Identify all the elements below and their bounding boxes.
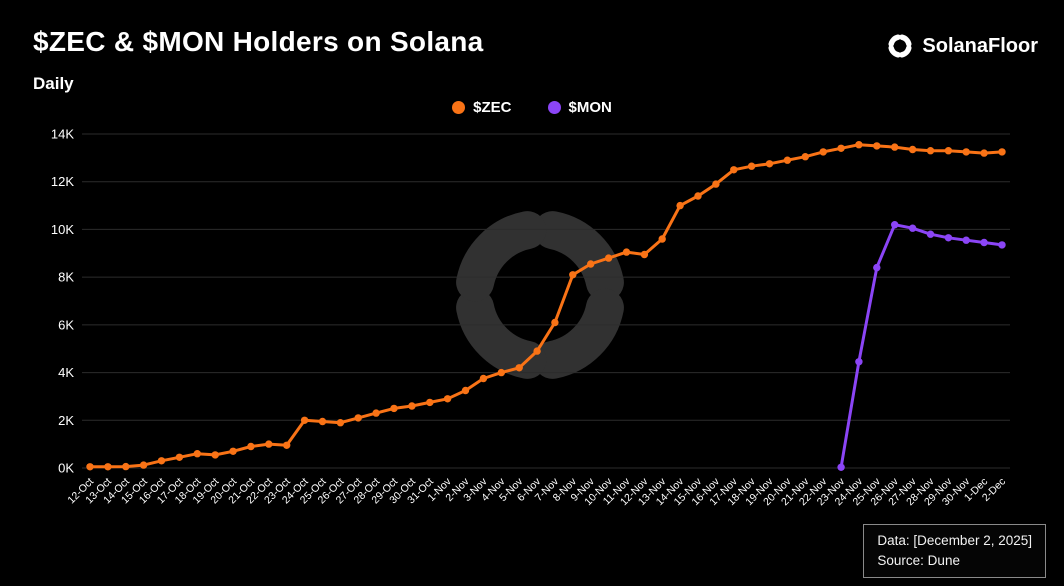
y-tick-label: 0K bbox=[58, 461, 74, 476]
zec-point bbox=[104, 463, 112, 471]
zec-point bbox=[998, 148, 1006, 156]
zec-point bbox=[86, 463, 94, 471]
zec-point bbox=[175, 453, 184, 461]
zec-point bbox=[461, 386, 470, 395]
y-tick-label: 2K bbox=[58, 413, 74, 428]
zec-point bbox=[873, 142, 881, 150]
zec-point bbox=[587, 260, 595, 268]
chart-legend: $ZEC $MON bbox=[0, 99, 1064, 116]
zec-color-dot bbox=[452, 101, 466, 114]
mon-point bbox=[908, 224, 917, 232]
mon-color-dot bbox=[547, 101, 561, 114]
brand-name: SolanaFloor bbox=[922, 34, 1038, 57]
mon-point bbox=[962, 236, 970, 244]
mon-point bbox=[873, 263, 881, 272]
mon-point bbox=[855, 358, 863, 366]
zec-point bbox=[229, 447, 237, 455]
zec-point bbox=[479, 374, 488, 383]
zec-point bbox=[390, 404, 398, 413]
y-tick-label: 12K bbox=[51, 174, 74, 189]
zec-point bbox=[622, 248, 631, 256]
zec-point bbox=[515, 364, 523, 372]
zec-point bbox=[980, 149, 988, 157]
data-note: Data: [December 2, 2025] bbox=[877, 532, 1032, 548]
zec-point bbox=[658, 235, 666, 243]
zec-point bbox=[891, 143, 899, 151]
zec-point bbox=[283, 441, 291, 449]
zec-point bbox=[354, 414, 362, 422]
y-tick-label: 6K bbox=[58, 317, 74, 332]
zec-point bbox=[604, 254, 613, 262]
mon-point bbox=[944, 234, 953, 242]
zec-point bbox=[926, 147, 935, 155]
zec-point bbox=[372, 409, 380, 417]
solanafloor-icon bbox=[888, 34, 912, 58]
zec-point bbox=[426, 398, 434, 407]
zec-point bbox=[122, 462, 130, 471]
y-tick-label: 14K bbox=[51, 127, 74, 142]
zec-point bbox=[944, 147, 953, 155]
zec-point bbox=[712, 180, 720, 188]
zec-point bbox=[139, 461, 148, 469]
zec-point bbox=[730, 166, 738, 174]
mon-point bbox=[837, 463, 845, 471]
source-note: Source: Dune bbox=[877, 552, 960, 568]
watermark-logo-icon bbox=[445, 200, 635, 390]
footer-note: Data: [December 2, 2025] Source: Dune bbox=[863, 523, 1046, 578]
zec-point bbox=[443, 395, 452, 403]
zec-point bbox=[962, 148, 970, 156]
zec-point bbox=[640, 250, 649, 259]
zec-point bbox=[247, 442, 255, 451]
zec-point bbox=[318, 417, 327, 426]
mon-point bbox=[998, 241, 1006, 249]
zec-point bbox=[765, 160, 774, 168]
zec-point bbox=[551, 318, 559, 327]
zec-point bbox=[819, 148, 827, 156]
mon-point bbox=[980, 238, 988, 247]
zec-line bbox=[88, 143, 1004, 469]
zec-point bbox=[837, 144, 845, 152]
zec-point bbox=[694, 192, 702, 200]
zec-point bbox=[211, 451, 219, 459]
zec-point bbox=[157, 457, 166, 465]
zec-point bbox=[336, 419, 345, 427]
legend-item-zec: $ZEC bbox=[452, 99, 512, 116]
zec-point bbox=[265, 440, 273, 448]
zec-point bbox=[408, 402, 416, 410]
y-tick-label: 8K bbox=[58, 270, 74, 285]
zec-point bbox=[193, 450, 201, 458]
zec-point bbox=[801, 153, 809, 161]
legend-label-mon: $MON bbox=[568, 99, 612, 116]
page-subtitle: Daily bbox=[33, 74, 74, 93]
zec-point bbox=[497, 368, 505, 377]
zec-point bbox=[855, 141, 863, 149]
page-title: $ZEC & $MON Holders on Solana bbox=[33, 26, 484, 57]
y-tick-label: 10K bbox=[51, 222, 74, 237]
legend-label-zec: $ZEC bbox=[473, 99, 512, 116]
zec-point bbox=[676, 201, 684, 210]
brand: SolanaFloor bbox=[887, 33, 1038, 59]
y-tick-label: 4K bbox=[58, 365, 74, 380]
legend-item-mon: $MON bbox=[547, 99, 612, 116]
zec-point bbox=[908, 145, 917, 154]
mon-point bbox=[926, 230, 935, 238]
zec-point bbox=[569, 271, 577, 279]
zec-point bbox=[783, 156, 792, 164]
mon-line bbox=[839, 223, 1004, 469]
zec-point bbox=[300, 416, 309, 424]
zec-point bbox=[533, 347, 541, 355]
mon-point bbox=[891, 221, 899, 229]
zec-point bbox=[747, 162, 756, 170]
